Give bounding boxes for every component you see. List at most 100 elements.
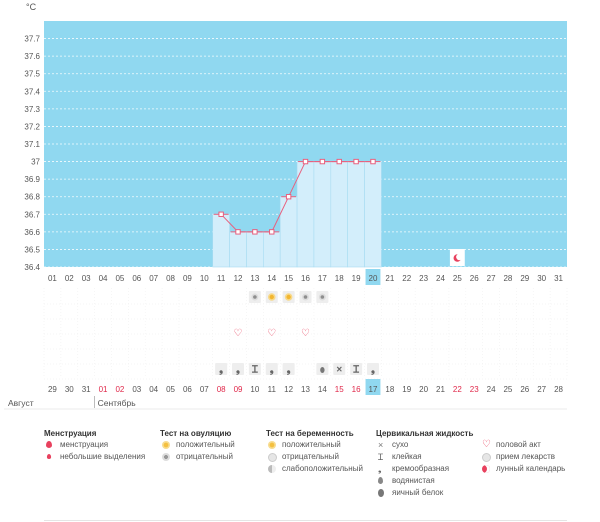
temperature-bar xyxy=(263,231,281,268)
cycle-date-label: 27 xyxy=(537,385,546,394)
day-label: 06 xyxy=(132,274,141,283)
cycle-date-label: 13 xyxy=(301,385,310,394)
temperature-bar xyxy=(347,161,365,268)
day-label: 01 xyxy=(48,274,57,283)
day-label: 02 xyxy=(65,274,74,283)
cycle-date-label: 09 xyxy=(234,385,243,394)
cycle-date-label: 17 xyxy=(369,385,378,394)
day-label: 27 xyxy=(487,274,496,283)
day-label: 19 xyxy=(352,274,361,283)
day-label: 28 xyxy=(503,274,512,283)
legend-item-pregnancy-weak: слабоположительный xyxy=(266,463,363,475)
cycle-date-label: 23 xyxy=(470,385,479,394)
fluid-cell xyxy=(248,363,261,375)
egg-icon xyxy=(378,489,384,497)
temperature-line xyxy=(213,158,465,266)
ovulation-negative-core xyxy=(320,295,325,299)
temperature-point xyxy=(336,158,342,165)
legend-cervical-title: Цервикальная жидкость xyxy=(376,429,474,438)
y-tick-label: 37.2 xyxy=(24,122,40,131)
legend-pregnancy: Тест на беременность положительный отриц… xyxy=(266,428,363,475)
water-drop-icon xyxy=(378,477,383,484)
temperature-bar xyxy=(229,231,247,268)
day-label: 11 xyxy=(217,274,226,283)
legend-item-ovulation-positive: положительный xyxy=(160,439,235,451)
day-label: 08 xyxy=(166,274,175,283)
heart-icon: ♡ xyxy=(267,328,276,339)
day-label: 26 xyxy=(470,274,479,283)
cycle-date-label: 16 xyxy=(352,385,361,394)
ovulation-negative-core xyxy=(303,295,308,299)
day-label: 25 xyxy=(453,274,462,283)
legend-ovulation: Тест на овуляцию положительный отрицател… xyxy=(160,428,235,463)
unit-label: °C xyxy=(26,2,37,12)
legend-item-intercourse: ♡ половой акт xyxy=(482,439,541,450)
day-label: 05 xyxy=(115,274,124,283)
y-tick-label: 37.5 xyxy=(24,70,40,79)
fluid-cell xyxy=(232,363,245,375)
temperature-point xyxy=(252,229,258,235)
y-axis-ticks: 37.7 37.6 37.5 37.4 37.3 37.2 37.1 37 36.9 36.8 36… xyxy=(24,35,40,272)
cycle-date-label: 14 xyxy=(318,385,327,394)
cycle-date-label: 04 xyxy=(149,385,158,394)
temperature-point xyxy=(370,158,376,165)
day-label: 23 xyxy=(419,274,428,283)
day-label: 18 xyxy=(335,274,344,283)
y-tick-label: 37.4 xyxy=(24,87,40,96)
legend-item-dry: × сухо xyxy=(378,440,409,450)
legend: Менструация менструация небольшие выделе… xyxy=(0,424,600,522)
legend-ovulation-title: Тест на овуляцию xyxy=(160,429,232,438)
cycle-date-label: 15 xyxy=(335,385,344,394)
cycle-date-label: 22 xyxy=(453,385,462,394)
temperature-bar xyxy=(330,161,348,268)
cycle-date-label: 12 xyxy=(284,385,293,394)
watery-drop-icon xyxy=(320,367,325,373)
legend-item-lunar: лунный календарь xyxy=(480,463,565,475)
y-tick-label: 36.6 xyxy=(24,228,40,237)
y-tick-label: 36.7 xyxy=(24,210,40,219)
month-label: Сентябрь xyxy=(98,398,137,408)
y-tick-label: 37.1 xyxy=(24,140,40,149)
temperature-point xyxy=(285,194,292,200)
fluid-cell xyxy=(333,363,346,375)
legend-item-spotting: небольшие выделения xyxy=(44,451,145,463)
day-label: 15 xyxy=(284,274,293,283)
sun-icon xyxy=(162,441,170,449)
day-label: 04 xyxy=(99,274,108,283)
temperature-bar xyxy=(279,196,298,268)
cycle-date-label: 10 xyxy=(250,385,259,394)
symptom-rows: ♡ ♡ ♡ ❟ ❟ Ɪ ❟ ❟ × Ɪ ❟ xyxy=(43,288,568,380)
legend-item-menstruation: менструация xyxy=(44,439,145,451)
pill-icon xyxy=(482,453,491,462)
cycle-date-label: 06 xyxy=(183,385,192,394)
temperature-point xyxy=(353,158,359,165)
day-label: 09 xyxy=(183,274,192,283)
heart-icon: ♡ xyxy=(482,439,491,450)
temperature-bar xyxy=(313,161,332,268)
day-label: 16 xyxy=(301,274,310,283)
bottom-divider xyxy=(44,520,567,521)
legend-item-egg-white: яичный белок xyxy=(376,487,473,499)
cross-icon: × xyxy=(378,440,384,450)
temperature-bar xyxy=(212,213,230,268)
cycle-date-label: 30 xyxy=(65,385,74,394)
month-labels: Август Сентябрь xyxy=(4,396,567,410)
temperature-point xyxy=(319,158,326,165)
cycle-date-label: 19 xyxy=(402,385,411,394)
legend-item-pregnancy-positive: положительный xyxy=(266,439,363,451)
highlight-date-box xyxy=(365,379,381,395)
y-tick-label: 37.3 xyxy=(24,105,40,114)
sticky-icon: Ɪ xyxy=(378,452,384,462)
heart-icon: ♡ xyxy=(234,328,243,339)
cycle-date-label: 05 xyxy=(166,385,175,394)
temperature-point xyxy=(302,158,309,165)
sticky-icon: Ɪ xyxy=(251,365,258,376)
cycle-date-label: 26 xyxy=(520,385,529,394)
legend-item-creamy: ❟ кремообразная xyxy=(378,464,450,474)
highlight-day-box xyxy=(365,269,381,285)
legend-menstruation: Менструация менструация небольшие выделе… xyxy=(44,428,145,463)
month-label: Август xyxy=(8,398,34,408)
day-label: 10 xyxy=(200,274,209,283)
